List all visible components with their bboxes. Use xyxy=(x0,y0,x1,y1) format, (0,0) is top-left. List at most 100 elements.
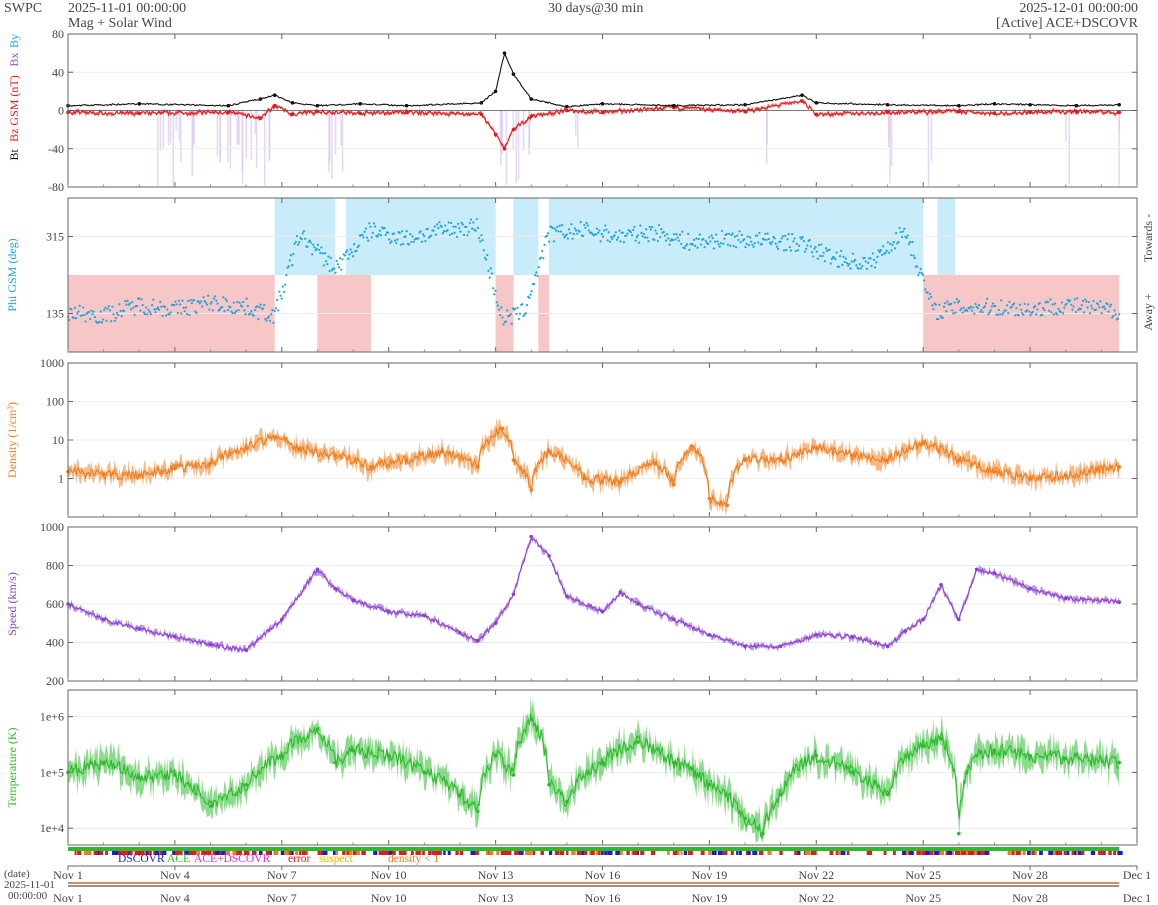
phi-point xyxy=(546,232,550,235)
phi-point xyxy=(494,289,497,292)
bz-point xyxy=(358,111,362,116)
phi-point xyxy=(733,235,737,238)
phi-point xyxy=(424,239,427,243)
phi-point xyxy=(763,238,766,241)
bx-bar xyxy=(1068,110,1070,184)
phi-point xyxy=(731,232,734,235)
phi-point xyxy=(951,309,954,312)
phi-point xyxy=(859,267,863,270)
phi-point xyxy=(438,221,441,224)
bz-point xyxy=(1074,109,1079,114)
phi-point xyxy=(708,236,711,239)
phi-point xyxy=(230,310,233,313)
start-time: 2025-11-01 00:00:00 xyxy=(68,1,187,16)
phi-point xyxy=(782,249,786,252)
phi-point xyxy=(653,238,656,242)
phi-point xyxy=(745,242,748,245)
phi-point xyxy=(299,236,302,239)
phi-point xyxy=(1109,303,1113,306)
phi-point xyxy=(347,257,350,260)
phi-point xyxy=(969,305,972,308)
phi-point xyxy=(529,293,532,296)
phi-point xyxy=(972,306,975,309)
phi-point xyxy=(931,304,934,307)
phi-point xyxy=(710,234,713,237)
phi-point xyxy=(182,306,185,309)
phi-point xyxy=(687,232,690,235)
phi-point xyxy=(1036,308,1039,311)
phi-point xyxy=(1073,298,1076,301)
y-tick-label-mag: -40 xyxy=(48,142,64,156)
phi-point xyxy=(315,247,318,250)
phi-point xyxy=(70,308,73,311)
source-flag xyxy=(93,851,98,855)
phi-point xyxy=(237,308,240,312)
phi-point xyxy=(340,268,343,271)
phi-point xyxy=(118,303,121,306)
phi-point xyxy=(423,234,426,238)
source-flag xyxy=(1022,851,1026,855)
phi-point xyxy=(1099,300,1102,303)
source-flag xyxy=(921,851,926,855)
temperature-point xyxy=(547,782,551,787)
phi-point xyxy=(814,245,817,249)
phi-point xyxy=(407,243,411,246)
phi-point xyxy=(660,228,663,231)
source-flag xyxy=(736,851,739,855)
speed-point xyxy=(707,633,712,637)
source-flag xyxy=(1032,851,1035,855)
phi-point xyxy=(279,294,282,297)
phi-point xyxy=(824,247,828,250)
phi-point xyxy=(649,228,652,231)
source-flag xyxy=(378,851,382,855)
phi-point xyxy=(92,310,95,313)
speed-point xyxy=(743,644,747,649)
phi-point xyxy=(600,232,603,236)
source-flag xyxy=(147,851,152,855)
phi-point xyxy=(146,313,149,316)
phi-point xyxy=(135,304,139,308)
phi-point xyxy=(462,233,466,237)
phi-point xyxy=(894,232,898,235)
bx-bar xyxy=(264,110,266,186)
phi-point xyxy=(229,306,232,309)
source-flag xyxy=(346,851,350,855)
phi-point xyxy=(632,228,635,231)
phi-point xyxy=(775,245,779,248)
date-tick-label-lower: Nov 10 xyxy=(371,891,407,905)
phi-point xyxy=(392,232,395,235)
speed-range-band xyxy=(68,534,1120,654)
source-flag xyxy=(470,851,476,855)
bx-bar xyxy=(159,110,162,152)
date-tick-label: Dec 1 xyxy=(1123,868,1151,882)
source-flag xyxy=(1100,851,1105,855)
phi-point xyxy=(232,301,235,304)
temperature-point xyxy=(778,792,783,797)
phi-point xyxy=(991,302,995,305)
phi-point xyxy=(350,251,353,254)
speed-point xyxy=(903,629,908,633)
phi-point xyxy=(140,298,143,301)
phi-point xyxy=(675,233,678,236)
bx-bar xyxy=(334,110,337,155)
source-flag xyxy=(258,851,263,855)
phi-point xyxy=(1042,307,1045,310)
phi-point xyxy=(809,245,812,248)
bz-point xyxy=(1117,110,1121,115)
temperature-point xyxy=(511,773,516,777)
density-point xyxy=(272,435,277,439)
source-flag xyxy=(590,851,595,855)
temperature-point xyxy=(244,782,248,787)
bz-point xyxy=(258,116,263,120)
phi-point xyxy=(319,251,322,254)
phi-point xyxy=(343,254,346,257)
phi-point xyxy=(278,290,281,293)
phi-point xyxy=(274,307,278,310)
phi-point xyxy=(480,234,483,237)
phi-point xyxy=(1077,308,1080,311)
phi-point xyxy=(1026,303,1030,306)
phi-point xyxy=(812,255,815,258)
temperature-point xyxy=(814,753,819,758)
phi-point xyxy=(717,243,720,246)
phi-point xyxy=(440,225,443,228)
